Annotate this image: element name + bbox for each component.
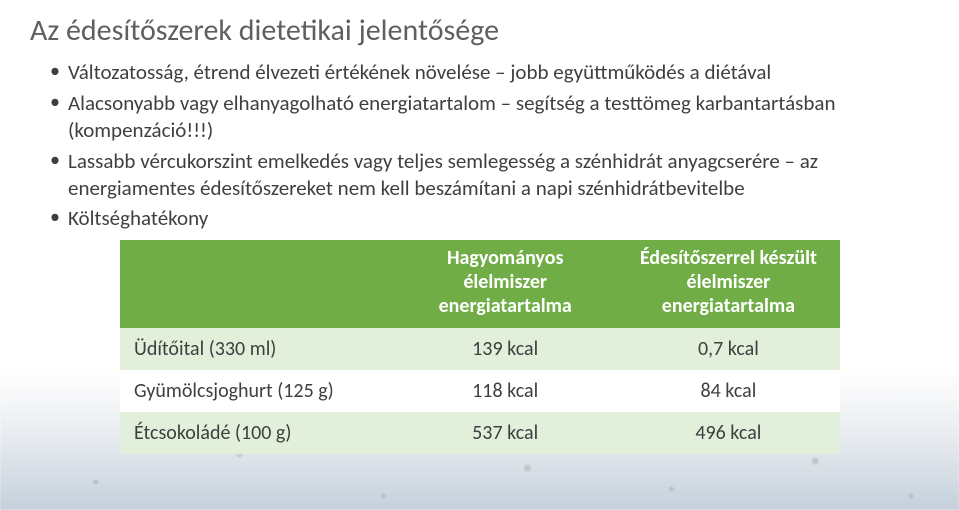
energy-table-container: Hagyományos élelmiszer energiatartalma É… xyxy=(120,240,840,454)
row-label: Üdítőital (330 ml) xyxy=(120,328,394,370)
bullet-item: Alacsonyabb vagy elhanyagolható energiat… xyxy=(50,90,929,144)
table-header-row: Hagyományos élelmiszer energiatartalma É… xyxy=(120,240,840,328)
table-row: Étcsokoládé (100 g) 537 kcal 496 kcal xyxy=(120,412,840,454)
bullet-list: Változatosság, étrend élvezeti értékének… xyxy=(30,59,929,232)
table-row: Gyümölcsjoghurt (125 g) 118 kcal 84 kcal xyxy=(120,370,840,412)
row-value-traditional: 139 kcal xyxy=(394,328,617,370)
bullet-item: Költséghatékony xyxy=(50,205,929,232)
table-header-traditional: Hagyományos élelmiszer energiatartalma xyxy=(394,240,617,328)
bullet-item: Változatosság, étrend élvezeti értékének… xyxy=(50,59,929,86)
row-value-traditional: 118 kcal xyxy=(394,370,617,412)
row-label: Gyümölcsjoghurt (125 g) xyxy=(120,370,394,412)
table-row: Üdítőital (330 ml) 139 kcal 0,7 kcal xyxy=(120,328,840,370)
row-value-sweetener: 0,7 kcal xyxy=(617,328,840,370)
row-value-sweetener: 496 kcal xyxy=(617,412,840,454)
table-header-sweetener: Édesítőszerrel készült élelmiszer energi… xyxy=(617,240,840,328)
bullet-item: Lassabb vércukorszint emelkedés vagy tel… xyxy=(50,148,929,202)
row-value-traditional: 537 kcal xyxy=(394,412,617,454)
slide-content: Az édesítőszerek dietetikai jelentősége … xyxy=(0,0,959,510)
row-label: Étcsokoládé (100 g) xyxy=(120,412,394,454)
page-title: Az édesítőszerek dietetikai jelentősége xyxy=(30,12,929,49)
energy-table: Hagyományos élelmiszer energiatartalma É… xyxy=(120,240,840,454)
table-header-empty xyxy=(120,240,394,328)
row-value-sweetener: 84 kcal xyxy=(617,370,840,412)
